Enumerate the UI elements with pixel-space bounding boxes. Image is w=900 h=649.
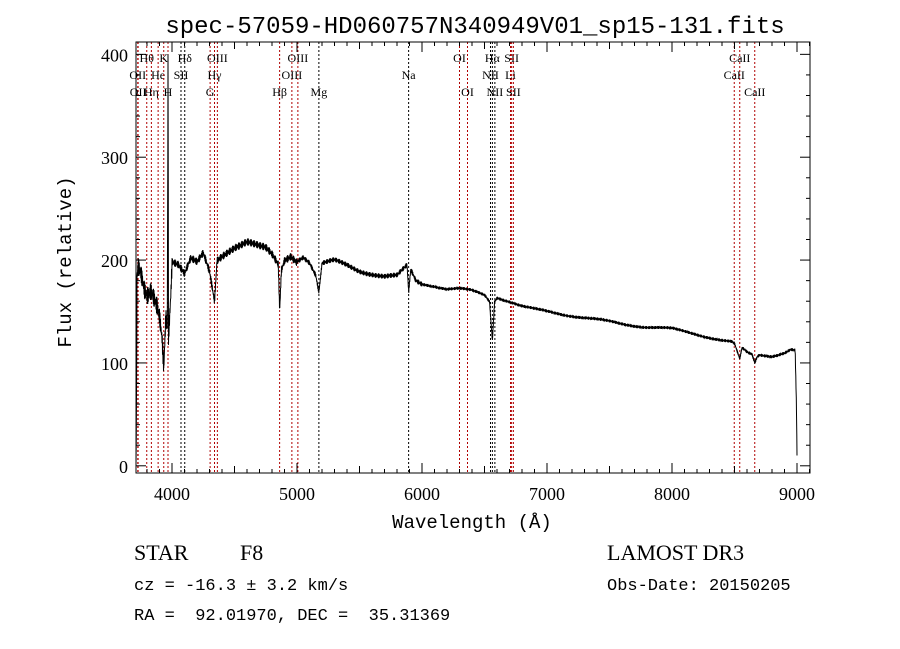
line-marker-label: SII [174,68,189,82]
x-tick-label: 7000 [529,484,565,504]
line-marker-label: OIII [207,51,228,65]
y-axis-label: Flux (relative) [55,176,77,347]
y-tick-label: 200 [101,251,128,271]
survey-name: LAMOST DR3 [607,540,744,565]
line-marker-label: OII [130,85,147,99]
line-marker-label: Mg [311,85,328,99]
line-marker-label: Hγ [208,68,223,82]
line-marker-label: G [206,85,215,99]
x-tick-label: 9000 [779,484,815,504]
line-marker-label: Hδ [178,51,193,65]
spectrum-line [135,54,798,466]
y-tick-label: 0 [119,457,128,477]
line-marker-label: OIII [282,68,303,82]
line-marker-label: SII [504,51,519,65]
line-marker-label: CaII [724,68,745,82]
line-marker-label: Hβ [272,85,287,99]
chart-title: spec-57059-HD060757N340949V01_sp15-131.f… [165,14,784,41]
line-marker-label: OI [453,51,466,65]
line-marker-label: Hθ [140,51,155,65]
line-marker-label: OIII [288,51,309,65]
object-class: STAR [134,540,189,565]
spectrum-series [135,54,798,466]
line-marker-label: Li [505,68,516,82]
axes: 4000 5000 6000 7000 8000 9000 0 100 200 300 400 [101,42,815,504]
line-marker-label: He [151,68,165,82]
plot-frame [135,41,811,474]
line-marker-label: OI [461,85,474,99]
line-marker-label: SII [506,85,521,99]
line-marker-label: CaII [744,85,765,99]
x-axis-label: Wavelength (Å) [392,512,552,534]
object-subclass: F8 [240,540,263,565]
redshift-info: cz = -16.3 ± 3.2 km/s [134,577,348,596]
line-marker-label: Hη [144,85,159,99]
line-markers: OIIOIIHθHηHeKHSIIHδGHγOIIIHβOIIIOIIIMgNa… [129,42,765,473]
x-tick-label: 5000 [279,484,315,504]
line-marker-label: NII [487,85,504,99]
x-tick-label: 8000 [654,484,690,504]
line-marker-label: Na [402,68,417,82]
line-marker-label: K [159,51,168,65]
y-tick-label: 300 [101,148,128,168]
line-marker-label: NII [482,68,499,82]
obs-date: Obs-Date: 20150205 [607,577,791,596]
line-marker-label: Hα [485,51,501,65]
line-marker-label: CaII [729,51,750,65]
x-tick-label: 4000 [154,484,190,504]
coordinates: RA = 92.01970, DEC = 35.31369 [134,607,450,626]
y-tick-label: 100 [101,354,128,374]
x-tick-label: 6000 [404,484,440,504]
y-tick-label: 400 [101,45,128,65]
